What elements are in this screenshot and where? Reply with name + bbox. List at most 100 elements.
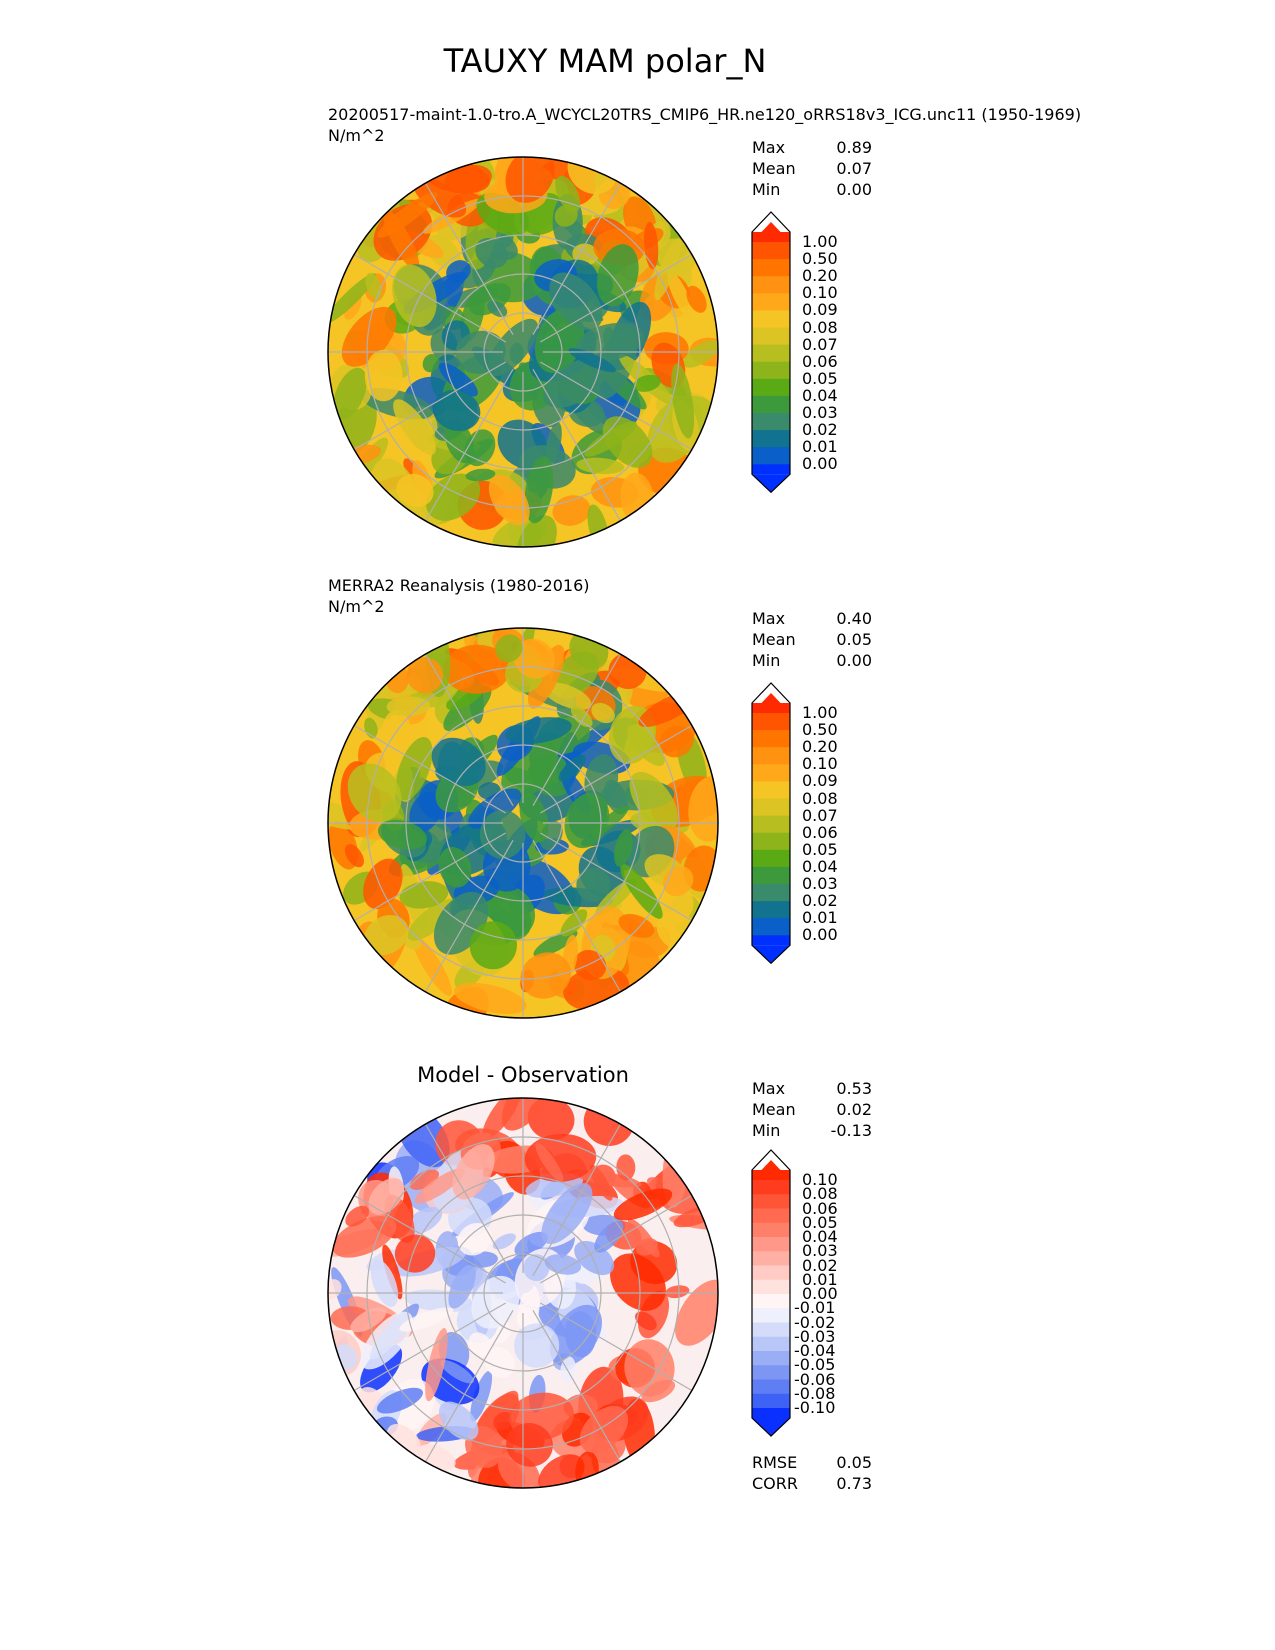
panel-title: MERRA2 Reanalysis (1980-2016) [328,576,590,595]
map-cell [406,657,444,694]
map-cell [629,771,678,831]
colorbar-tick-label: 0.03 [802,874,838,893]
map-cell [482,1098,522,1139]
map-cell [568,348,616,373]
map-cell [425,1327,448,1402]
map-cell [394,1234,436,1273]
colorbar-tick-label: 0.00 [802,925,838,945]
map-cell [466,1251,498,1268]
map-cell [688,776,718,842]
map-cell [487,300,508,318]
map-cell [392,264,437,328]
colorbar-segment [752,259,790,277]
stat-value: 0.89 [836,138,872,157]
colorbar-segment [752,918,790,936]
colorbar-tick-label: 0.06 [802,822,838,842]
map-cell [591,702,615,724]
map-cell [422,353,439,373]
map-cell [381,709,411,757]
colorbar-tick-label: -0.08 [794,1383,836,1403]
colorbar-segment [752,310,790,328]
map-cell [328,1279,342,1300]
colorbar-tick-label: 1.00 [802,703,838,722]
colorbar-tick-label: 0.20 [802,737,838,757]
colorbar-segment [752,1222,790,1238]
colorbar-segment [752,430,790,448]
colorbar-tick-label: 0.00 [802,1284,838,1303]
map-cell [686,285,707,313]
colorbar-tick-label: 0.01 [802,437,838,457]
colorbar-tick-label: 0.05 [802,839,838,859]
colorbar-tick-label: 0.04 [802,385,838,405]
colorbar-tick-label: 0.20 [802,266,838,286]
colorbar-segment [752,1208,790,1224]
map-cell [520,952,571,999]
colorbar-tick-label: 0.02 [802,891,838,911]
map-cell [543,682,592,710]
map-cell [671,363,695,439]
map-cell [344,844,364,868]
map-cell [412,934,452,996]
map-cell [495,634,523,663]
map-cell [519,793,549,843]
longitude-gridline [353,361,506,451]
longitude-gridline [424,1310,514,1463]
panel-units: N/m^2 [328,597,385,616]
colorbar-outline [751,682,791,965]
map-cell [627,724,665,766]
map-cell [457,1222,492,1256]
colorbar-tick-label: 0.50 [802,720,838,740]
map-cell [633,374,661,392]
map-cell [443,685,492,732]
colorbar-segment [752,293,790,311]
map-cell [560,909,588,937]
colorbar-extend-min [752,1418,790,1436]
colorbar-segment [752,1194,790,1209]
map-cell [667,271,694,320]
colorbar-outline [751,211,791,494]
map-cell [541,1183,593,1245]
colorbar-segment [752,764,790,782]
map-cell [438,362,478,397]
longitude-gridline [532,653,622,806]
map-cell [363,858,403,910]
map-cell [614,829,633,867]
colorbar-tick-label: 0.02 [802,1255,838,1275]
map-cell [347,763,402,822]
colorbar-segment [752,1279,790,1295]
colorbar-segment [752,798,790,817]
map-cell [682,339,718,368]
colorbar-tick-label: -0.04 [794,1341,836,1360]
colorbar-tick-label: 0.10 [802,1170,838,1189]
map-cell [426,473,481,521]
map-cell [396,473,434,508]
map-cell [448,1264,476,1309]
map-cell [664,1285,690,1299]
colorbar-tick-label: 1.00 [802,232,838,251]
colorbar-segment [752,1308,790,1323]
map-cell [582,868,598,889]
map-cell [333,367,367,420]
map-cell [443,644,511,694]
map-cell [405,1206,443,1235]
colorbar-tick-label: 0.04 [802,1227,838,1246]
polar-map [328,1098,718,1488]
colorbar-tick-label: 0.01 [802,1269,838,1289]
colorbar-segment [752,1265,790,1281]
colorbar-segment [752,378,790,397]
map-boundary [327,1097,719,1489]
colorbar-segment [752,242,790,260]
colorbar-tick-label: 0.07 [802,334,838,354]
map-cell [368,1178,405,1215]
colorbar-tick-label: 0.08 [802,788,838,808]
footer-stat-label: RMSE [752,1453,798,1472]
stat-value: 0.05 [836,630,872,649]
footer-stat-label: CORR [752,1474,798,1493]
panel-units: N/m^2 [328,126,385,145]
longitude-gridline [540,361,693,451]
colorbar-extend-min [752,474,790,493]
map-cell [378,819,427,850]
map-cell [382,1244,403,1300]
colorbar-segment [752,1251,790,1266]
